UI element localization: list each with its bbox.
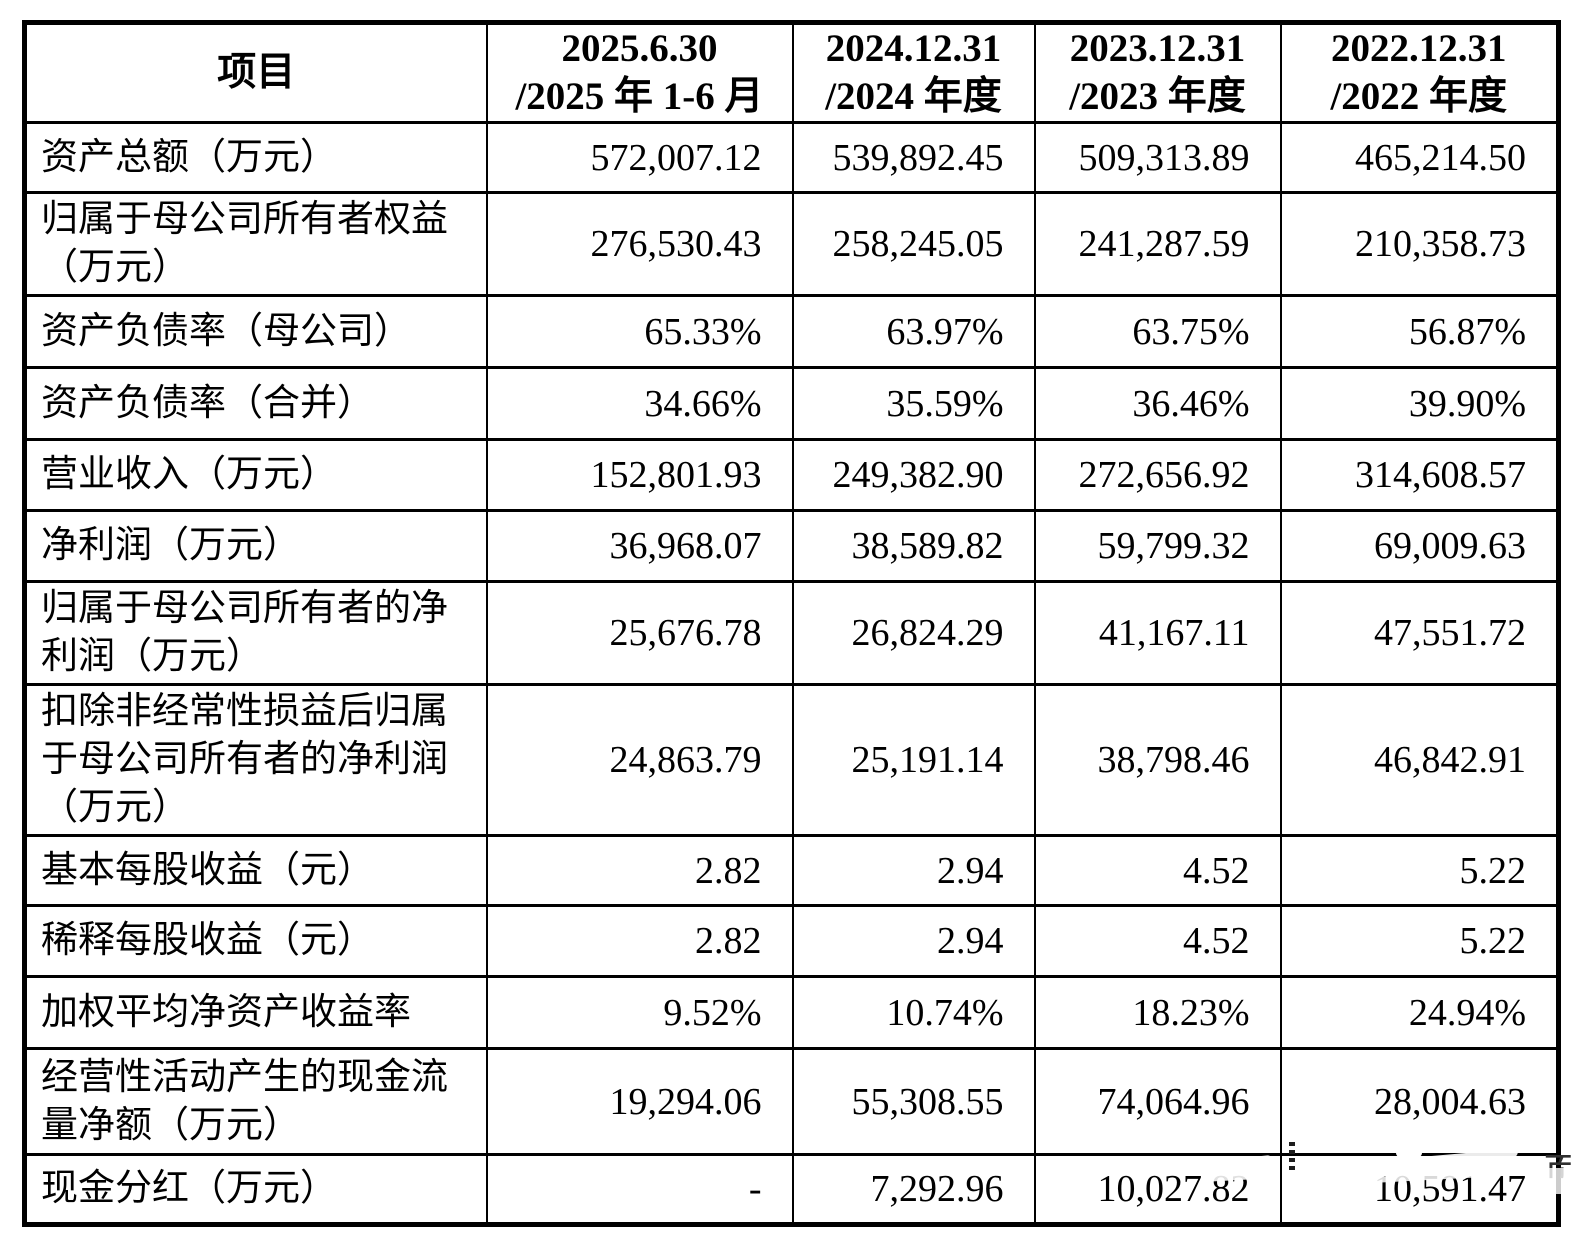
value-cell: 63.75% [1033,294,1282,369]
table-row-debt-ratio-consolidated: 资产负债率（合并） 34.66% 35.59% 36.46% 39.90% [23,366,1560,441]
value-cell: 18.23% [1033,975,1282,1050]
header-row: 项目 2025.6.30 /2025 年 1-6 月 2024.12.31 /2… [23,21,1560,124]
header-date-line: 2024.12.31 [825,27,1002,70]
value-cell: 74,064.96 [1033,1047,1282,1156]
table-row-deducted-net-profit: 扣除非经常性损益后归属于母公司所有者的净利润（万元） 24,863.79 25,… [23,683,1560,837]
value-cell: 241,287.59 [1033,191,1282,297]
header-period-line: /2025 年 1-6 月 [515,75,764,118]
value-cell: 41,167.11 [1033,580,1282,686]
value-cell: 2.94 [791,904,1036,978]
value-cell: 35.59% [791,366,1036,441]
value-cell: 36,968.07 [485,509,794,583]
row-label: 资产负债率（母公司） [23,294,488,369]
financial-summary-table: 项目 2025.6.30 /2025 年 1-6 月 2024.12.31 /2… [22,20,1561,1227]
table-row-cash-dividend: 现金分红（万元） - 7,292.96 10,027.82 10,591.47 [23,1153,1560,1226]
value-cell: 2.94 [791,834,1036,907]
value-cell: 5.22 [1279,834,1560,907]
value-cell: 509,313.89 [1033,121,1282,194]
value-cell: 539,892.45 [791,121,1036,194]
value-cell: 19,294.06 [485,1047,794,1156]
value-cell: 465,214.50 [1279,121,1560,194]
value-cell: 314,608.57 [1279,438,1560,512]
value-cell: 210,358.73 [1279,191,1560,297]
value-cell: 152,801.93 [485,438,794,512]
row-label: 稀释每股收益（元） [23,904,488,978]
table-row-net-profit: 净利润（万元） 36,968.07 38,589.82 59,799.32 69… [23,509,1560,583]
header-period-line: /2024 年度 [825,75,1002,118]
value-cell: 10.74% [791,975,1036,1050]
value-cell: 276,530.43 [485,191,794,297]
value-cell: 59,799.32 [1033,509,1282,583]
row-label: 经营性活动产生的现金流量净额（万元） [23,1047,488,1156]
value-cell: 56.87% [1279,294,1560,369]
value-cell: 55,308.55 [791,1047,1036,1156]
value-cell: 38,589.82 [791,509,1036,583]
table-row-parent-equity: 归属于母公司所有者权益（万元） 276,530.43 258,245.05 24… [23,191,1560,297]
header-cell-2024: 2024.12.31 /2024 年度 [791,21,1036,124]
value-cell: 258,245.05 [791,191,1036,297]
header-date-line: 2025.6.30 [561,27,718,70]
value-cell: 36.46% [1033,366,1282,441]
value-cell: 38,798.46 [1033,683,1282,837]
value-cell: 572,007.12 [485,121,794,194]
table-row-revenue: 营业收入（万元） 152,801.93 249,382.90 272,656.9… [23,438,1560,512]
value-cell: 25,191.14 [791,683,1036,837]
row-label: 归属于母公司所有者权益（万元） [23,191,488,297]
header-date-line: 2023.12.31 [1069,27,1246,70]
value-cell: 28,004.63 [1279,1047,1560,1156]
table-row-weighted-roe: 加权平均净资产收益率 9.52% 10.74% 18.23% 24.94% [23,975,1560,1050]
table-row-operating-cash-flow: 经营性活动产生的现金流量净额（万元） 19,294.06 55,308.55 7… [23,1047,1560,1156]
value-cell: 65.33% [485,294,794,369]
value-cell: 4.52 [1033,904,1282,978]
header-cell-2022: 2022.12.31 /2022 年度 [1279,21,1560,124]
value-cell: 10,591.47 [1279,1153,1560,1226]
row-label: 归属于母公司所有者的净利润（万元） [23,580,488,686]
header-cell-2023: 2023.12.31 /2023 年度 [1033,21,1282,124]
row-label: 扣除非经常性损益后归属于母公司所有者的净利润（万元） [23,683,488,837]
value-cell: - [485,1153,794,1226]
value-cell: 272,656.92 [1033,438,1282,512]
table-row-diluted-eps: 稀释每股收益（元） 2.82 2.94 4.52 5.22 [23,904,1560,978]
value-cell: 47,551.72 [1279,580,1560,686]
value-cell: 249,382.90 [791,438,1036,512]
table-row-debt-ratio-parent: 资产负债率（母公司） 65.33% 63.97% 63.75% 56.87% [23,294,1560,369]
row-label: 现金分红（万元） [23,1153,488,1226]
value-cell: 34.66% [485,366,794,441]
value-cell: 7,292.96 [791,1153,1036,1226]
value-cell: 25,676.78 [485,580,794,686]
table-row-parent-net-profit: 归属于母公司所有者的净利润（万元） 25,676.78 26,824.29 41… [23,580,1560,686]
value-cell: 24.94% [1279,975,1560,1050]
row-label: 营业收入（万元） [23,438,488,512]
header-date-line: 2022.12.31 [1331,27,1507,70]
value-cell: 9.52% [485,975,794,1050]
value-cell: 26,824.29 [791,580,1036,686]
value-cell: 2.82 [485,904,794,978]
header-period-line: /2023 年度 [1069,75,1246,118]
row-label: 资产总额（万元） [23,121,488,194]
table-row-basic-eps: 基本每股收益（元） 2.82 2.94 4.52 5.22 [23,834,1560,907]
value-cell: 2.82 [485,834,794,907]
value-cell: 69,009.63 [1279,509,1560,583]
row-label: 资产负债率（合并） [23,366,488,441]
row-label: 加权平均净资产收益率 [23,975,488,1050]
header-cell-item: 项目 [23,21,488,124]
row-label: 基本每股收益（元） [23,834,488,907]
value-cell: 46,842.91 [1279,683,1560,837]
value-cell: 5.22 [1279,904,1560,978]
header-item-label: 项目 [217,51,296,94]
value-cell: 10,027.82 [1033,1153,1282,1226]
value-cell: 39.90% [1279,366,1560,441]
row-label: 净利润（万元） [23,509,488,583]
value-cell: 4.52 [1033,834,1282,907]
header-cell-2025: 2025.6.30 /2025 年 1-6 月 [485,21,794,124]
table-row-total-assets: 资产总额（万元） 572,007.12 539,892.45 509,313.8… [23,121,1560,194]
value-cell: 24,863.79 [485,683,794,837]
header-period-line: /2022 年度 [1330,75,1508,118]
value-cell: 63.97% [791,294,1036,369]
